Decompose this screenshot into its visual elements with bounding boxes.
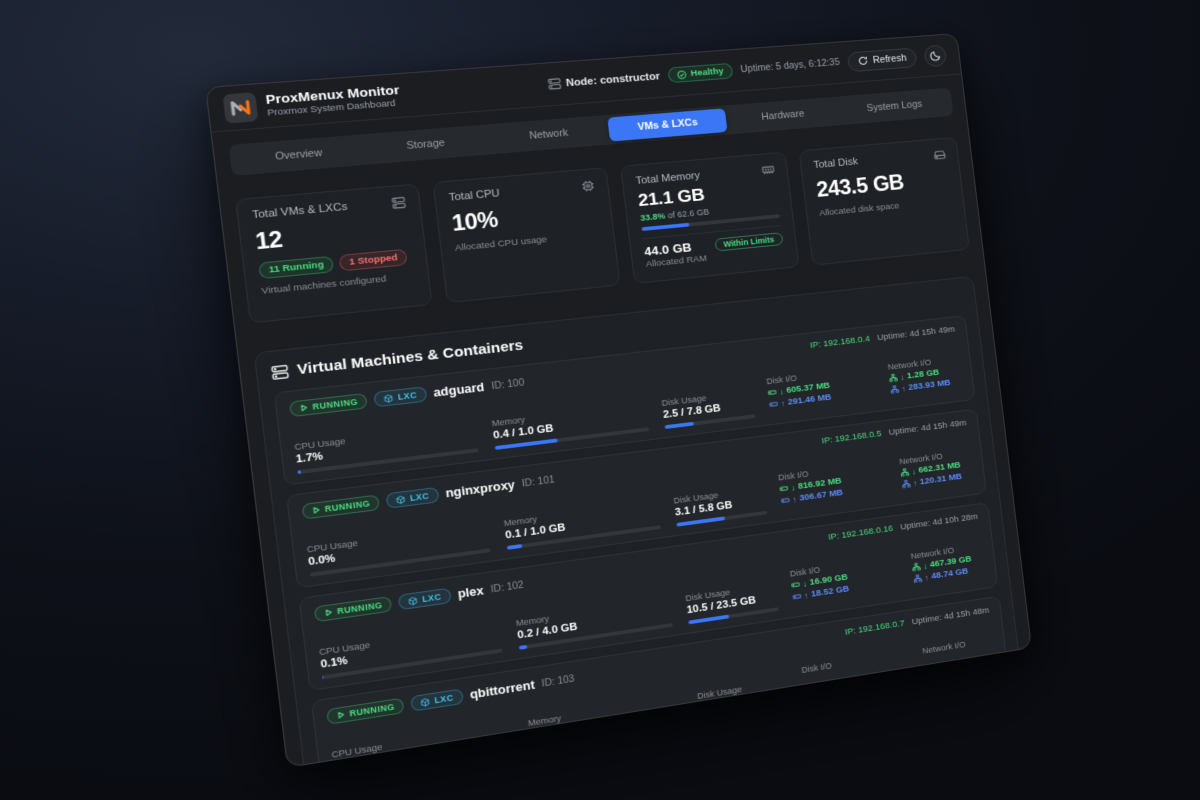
memory-column: Memory	[522, 646, 684, 741]
arrow-down-icon: ↓	[911, 466, 917, 476]
cpu-icon	[581, 179, 595, 192]
stat-title: Total Memory	[635, 170, 701, 187]
arrow-down-icon: ↓	[922, 560, 928, 571]
disk-usage-column: Disk Usage 3.1 / 5.8 GB	[667, 437, 768, 527]
network-icon	[902, 479, 911, 488]
network-icon	[890, 385, 899, 394]
arrow-up-icon: ↑	[901, 383, 907, 394]
vm-id: ID: 103	[541, 673, 575, 689]
vm-name: plex	[456, 583, 485, 601]
hard-drive-icon	[779, 484, 789, 493]
stat-title: Total CPU	[448, 187, 501, 204]
hard-drive-icon	[769, 400, 779, 409]
vm-list: RUNNING LXC adguard ID: 100 IP: 192.168.…	[273, 315, 1010, 768]
stat-card-memory: Total Memory 21.1 GB 33.8% of 62.6 GB 44…	[620, 151, 800, 284]
disk-usage-column: Disk Usage 10.5 / 23.5 GB	[679, 533, 779, 625]
stat-card-vms: Total VMs & LXCs 12 11 Running 1 Stopped…	[235, 183, 433, 324]
tab-vms-lxcs[interactable]: VMs & LXCs	[607, 108, 728, 142]
arrow-up-icon: ↑	[803, 590, 809, 601]
check-circle-icon	[677, 69, 688, 79]
tab-overview[interactable]: Overview	[274, 147, 323, 163]
stat-title: Total VMs & LXCs	[251, 201, 349, 222]
hard-drive-icon	[792, 592, 801, 601]
vm-id: ID: 100	[490, 377, 525, 392]
box-icon	[408, 596, 418, 606]
stat-card-cpu: Total CPU 10% Allocated CPU usage	[432, 167, 621, 304]
hard-drive-icon	[933, 149, 946, 162]
memory-column: Memory 0.4 / 1.0 GB	[485, 353, 650, 450]
play-icon	[336, 710, 345, 719]
tab-hardware[interactable]: Hardware	[760, 108, 805, 123]
arrow-up-icon: ↑	[924, 572, 930, 583]
hard-drive-icon	[767, 388, 777, 397]
refresh-icon	[858, 56, 869, 67]
stat-value: 12	[254, 226, 284, 255]
stat-title: Total Disk	[812, 156, 859, 171]
network-icon	[900, 468, 909, 477]
arrow-up-icon: ↑	[912, 478, 918, 488]
node-info: Node: constructor	[547, 70, 660, 90]
memory-column: Memory 0.1 / 1.0 GB	[497, 450, 662, 550]
stat-value: 243.5 GB	[815, 170, 905, 202]
vm-section-card: Virtual Machines & Containers RUNNING LX…	[253, 275, 1024, 768]
tab-storage[interactable]: Storage	[406, 137, 446, 152]
arrow-up-icon: ↑	[780, 398, 786, 408]
network-icon	[912, 562, 921, 571]
brand: ProxMenux Monitor Proxmox System Dashboa…	[222, 81, 401, 124]
dashboard-window: ProxMenux Monitor Proxmox System Dashboa…	[205, 33, 1033, 768]
refresh-button[interactable]: Refresh	[846, 47, 918, 72]
health-status-badge: Healthy	[667, 62, 734, 84]
network-io-column: Network I/O ↓ ↑	[921, 639, 967, 656]
memory-icon	[761, 164, 775, 177]
server-icon	[547, 77, 561, 90]
hard-drive-icon	[791, 580, 800, 589]
arrow-down-icon: ↓	[778, 386, 785, 397]
arrow-up-icon: ↑	[791, 494, 798, 504]
memory-column: Memory 0.2 / 4.0 GB	[510, 548, 673, 650]
arrow-down-icon: ↓	[899, 372, 905, 382]
stopped-badge: 1 Stopped	[338, 248, 408, 272]
disk-usage-column: Disk Usage	[691, 630, 790, 714]
hard-drive-icon	[781, 496, 791, 505]
vm-id: ID: 102	[490, 579, 525, 595]
theme-toggle-button[interactable]	[923, 44, 948, 67]
tab-system-logs[interactable]: System Logs	[866, 98, 923, 114]
server-icon	[391, 196, 406, 210]
play-icon	[312, 506, 322, 515]
node-label: Node: constructor	[565, 70, 661, 89]
network-icon	[913, 574, 922, 583]
uptime-text: Uptime: 5 days, 6:12:35	[740, 57, 841, 75]
box-icon	[420, 697, 430, 707]
play-icon	[324, 608, 333, 617]
disk-usage-column: Disk Usage 2.5 / 7.8 GB	[655, 341, 756, 430]
arrow-down-icon: ↓	[802, 578, 808, 589]
stat-card-disk: Total Disk 243.5 GB Allocated disk space	[798, 136, 970, 266]
vm-id: ID: 101	[521, 474, 556, 489]
server-icon	[270, 363, 289, 380]
proxmenux-logo-icon	[222, 91, 259, 124]
arrow-down-icon: ↓	[790, 482, 796, 493]
tab-network[interactable]: Network	[528, 127, 569, 142]
box-icon	[396, 494, 406, 504]
play-icon	[299, 403, 309, 412]
moon-icon	[929, 50, 941, 61]
network-icon	[889, 373, 898, 382]
memory-progress-fill	[641, 222, 690, 231]
box-icon	[384, 393, 394, 403]
running-badge: 11 Running	[258, 255, 335, 280]
